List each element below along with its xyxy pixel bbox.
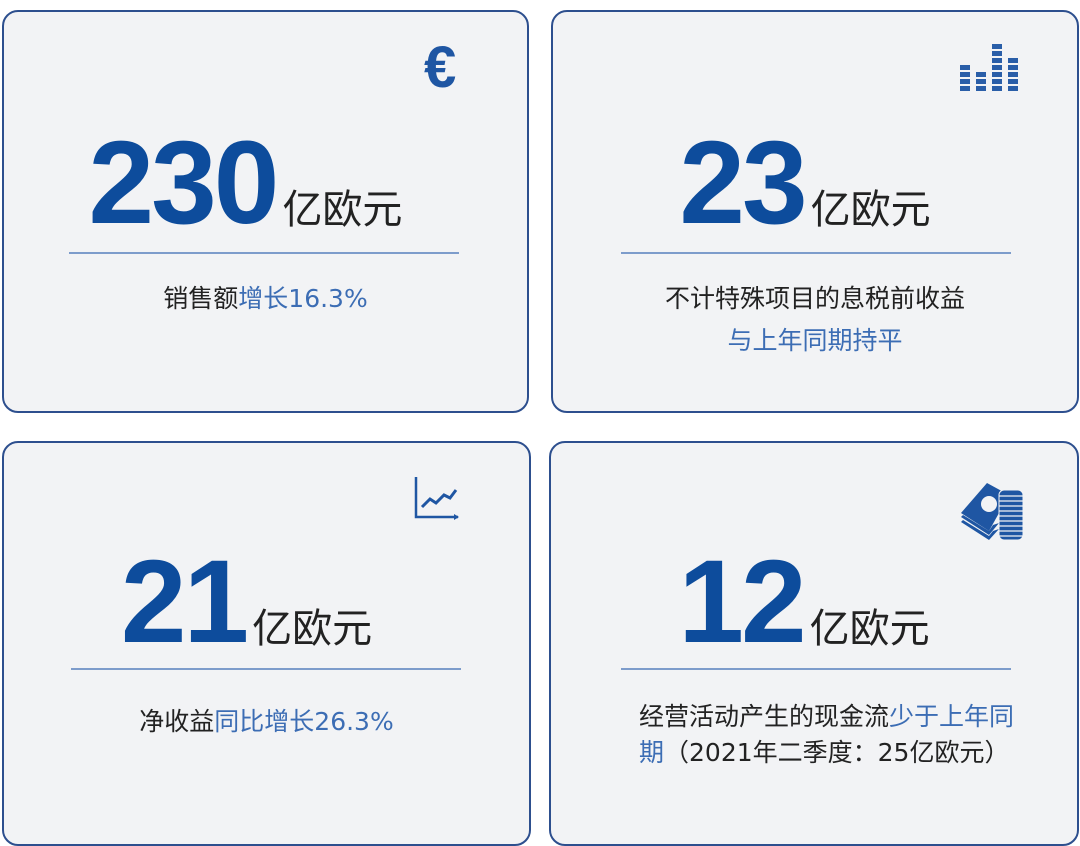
bar-block <box>960 86 970 91</box>
net-income-description: 净收益同比增长26.3% <box>4 701 529 743</box>
line-chart-icon <box>414 477 459 520</box>
bar-block <box>992 86 1002 91</box>
description-highlight: 同比增长26.3% <box>214 707 394 736</box>
value-number: 230 <box>88 117 280 249</box>
bar-block <box>960 65 970 70</box>
ebit-value: 23 亿欧元 <box>553 124 1077 242</box>
description-note: （2021年二季度：25亿欧元） <box>664 738 1010 767</box>
value-unit: 亿欧元 <box>282 187 403 233</box>
bar-block <box>1008 79 1018 84</box>
bar-block <box>976 86 986 91</box>
description-highlight: 少于上年同期 <box>639 702 1015 767</box>
bar-block <box>1008 86 1018 91</box>
divider <box>621 252 1011 254</box>
value-unit: 亿欧元 <box>252 606 373 652</box>
bar-block <box>1008 58 1018 63</box>
bar-block <box>992 72 1002 77</box>
description-text: 不计特殊项目的息税前收益 <box>664 284 965 313</box>
money-coins-icon <box>961 483 1024 541</box>
description-text: 净收益 <box>139 707 215 736</box>
cash-flow-description: 经营活动产生的现金流少于上年同期（2021年二季度：25亿欧元） <box>639 699 1019 771</box>
bar-block <box>992 79 1002 84</box>
bar-block <box>992 65 1002 70</box>
net-income-card: 21 亿欧元 净收益同比增长26.3% <box>2 441 531 846</box>
value-unit: 亿欧元 <box>809 606 930 652</box>
bar-level-icon <box>960 44 1018 91</box>
bar-block <box>1008 65 1018 70</box>
description-highlight: 增长16.3% <box>238 284 368 313</box>
value-number: 12 <box>678 536 806 668</box>
value-number: 23 <box>679 117 807 249</box>
description-text: 销售额 <box>163 284 239 313</box>
value-unit: 亿欧元 <box>810 187 931 233</box>
bar-block <box>976 72 986 77</box>
value-number: 21 <box>120 536 249 668</box>
cash-flow-value: 12 亿欧元 <box>551 543 1077 661</box>
sales-value: 230 亿欧元 <box>4 124 527 242</box>
description-text: 经营活动产生的现金流 <box>639 702 890 731</box>
euro-icon: € <box>424 35 457 100</box>
net-income-value: 21 亿欧元 <box>4 543 529 661</box>
bar-block <box>1008 72 1018 77</box>
bar-block <box>992 51 1002 56</box>
sales-description: 销售额增长16.3% <box>4 278 527 320</box>
bar-block <box>992 44 1002 49</box>
bar-block <box>976 79 986 84</box>
bar-block <box>992 58 1002 63</box>
bar-block <box>960 79 970 84</box>
divider <box>69 252 459 254</box>
ebit-card: 23 亿欧元 不计特殊项目的息税前收益 与上年同期持平 <box>551 10 1079 413</box>
cash-flow-card: 12 亿欧元 经营活动产生的现金流少于上年同期（2021年二季度：25亿欧元） <box>549 441 1079 846</box>
ebit-description: 不计特殊项目的息税前收益 与上年同期持平 <box>553 278 1077 362</box>
sales-card: € 230 亿欧元 销售额增长16.3% <box>2 10 529 413</box>
bar-block <box>960 72 970 77</box>
divider <box>621 668 1011 670</box>
description-highlight: 与上年同期持平 <box>727 326 903 355</box>
divider <box>71 668 461 670</box>
